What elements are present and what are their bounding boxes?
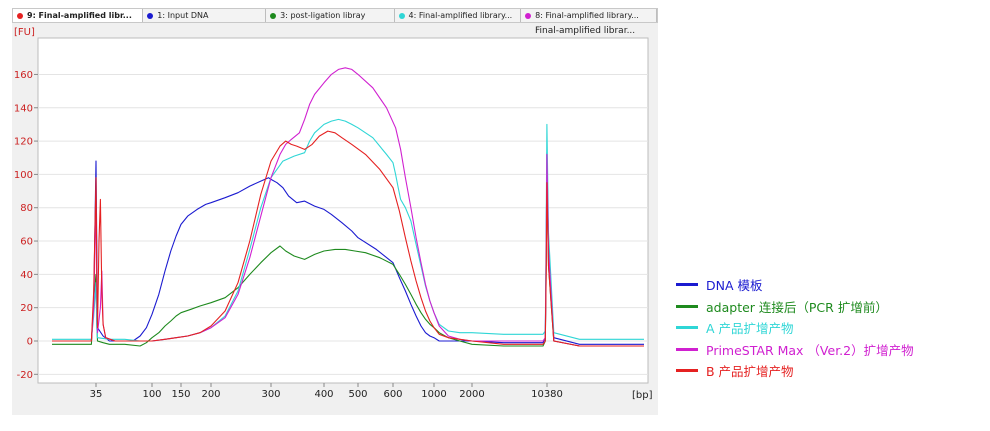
y-axis-unit-label: [FU]: [14, 27, 35, 38]
tab-label: 9: Final-amplified libr...: [27, 11, 132, 20]
legend-swatch: [676, 283, 698, 287]
legend-item: A 产品扩增产物: [676, 317, 990, 339]
legend-item: B 产品扩增产物: [676, 360, 990, 382]
tab-label: 1: Input DNA: [157, 11, 209, 20]
legend-item: PrimeSTAR Max （Ver.2）扩增产物: [676, 339, 990, 361]
tab-label: 8: Final-amplified library...: [535, 11, 639, 20]
legend-label: B 产品扩增产物: [706, 364, 794, 380]
legend: DNA 模板 adapter 连接后（PCR 扩增前） A 产品扩增产物 PrimeS…: [676, 274, 990, 382]
legend-label: PrimeSTAR Max （Ver.2）扩增产物: [706, 342, 914, 358]
tab-sample-5[interactable]: 8: Final-amplified library...: [521, 9, 657, 22]
legend-swatch: [676, 369, 698, 373]
legend-swatch: [676, 304, 698, 308]
tab-sample-1[interactable]: 9: Final-amplified libr...: [13, 9, 144, 22]
tab-sample-2[interactable]: 1: Input DNA: [143, 9, 267, 22]
legend-item: adapter 连接后（PCR 扩增前）: [676, 296, 990, 318]
legend-swatch: [676, 326, 698, 330]
chart-panel: [12, 23, 658, 415]
tab-sample-3[interactable]: 3: post-ligation libray: [266, 9, 395, 22]
legend-label: A 产品扩增产物: [706, 321, 794, 337]
series-title: Final-amplified librar...: [535, 26, 636, 36]
legend-swatch: [676, 347, 698, 351]
legend-label: adapter 连接后（PCR 扩增前）: [706, 299, 888, 315]
color-dot-icon: [270, 12, 277, 19]
color-dot-icon: [398, 12, 405, 19]
tab-sample-4[interactable]: 4: Final-amplified library...: [395, 9, 522, 22]
legend-item: DNA 模板: [676, 274, 990, 296]
color-dot-icon: [525, 12, 532, 19]
tab-label: 3: post-ligation libray: [280, 11, 366, 20]
legend-label: DNA 模板: [706, 278, 763, 294]
color-dot-icon: [17, 12, 23, 19]
sample-tabs: 9: Final-amplified libr... 1: Input DNA 3:…: [12, 8, 658, 23]
tab-label: 4: Final-amplified library...: [408, 11, 513, 20]
color-dot-icon: [147, 12, 154, 19]
